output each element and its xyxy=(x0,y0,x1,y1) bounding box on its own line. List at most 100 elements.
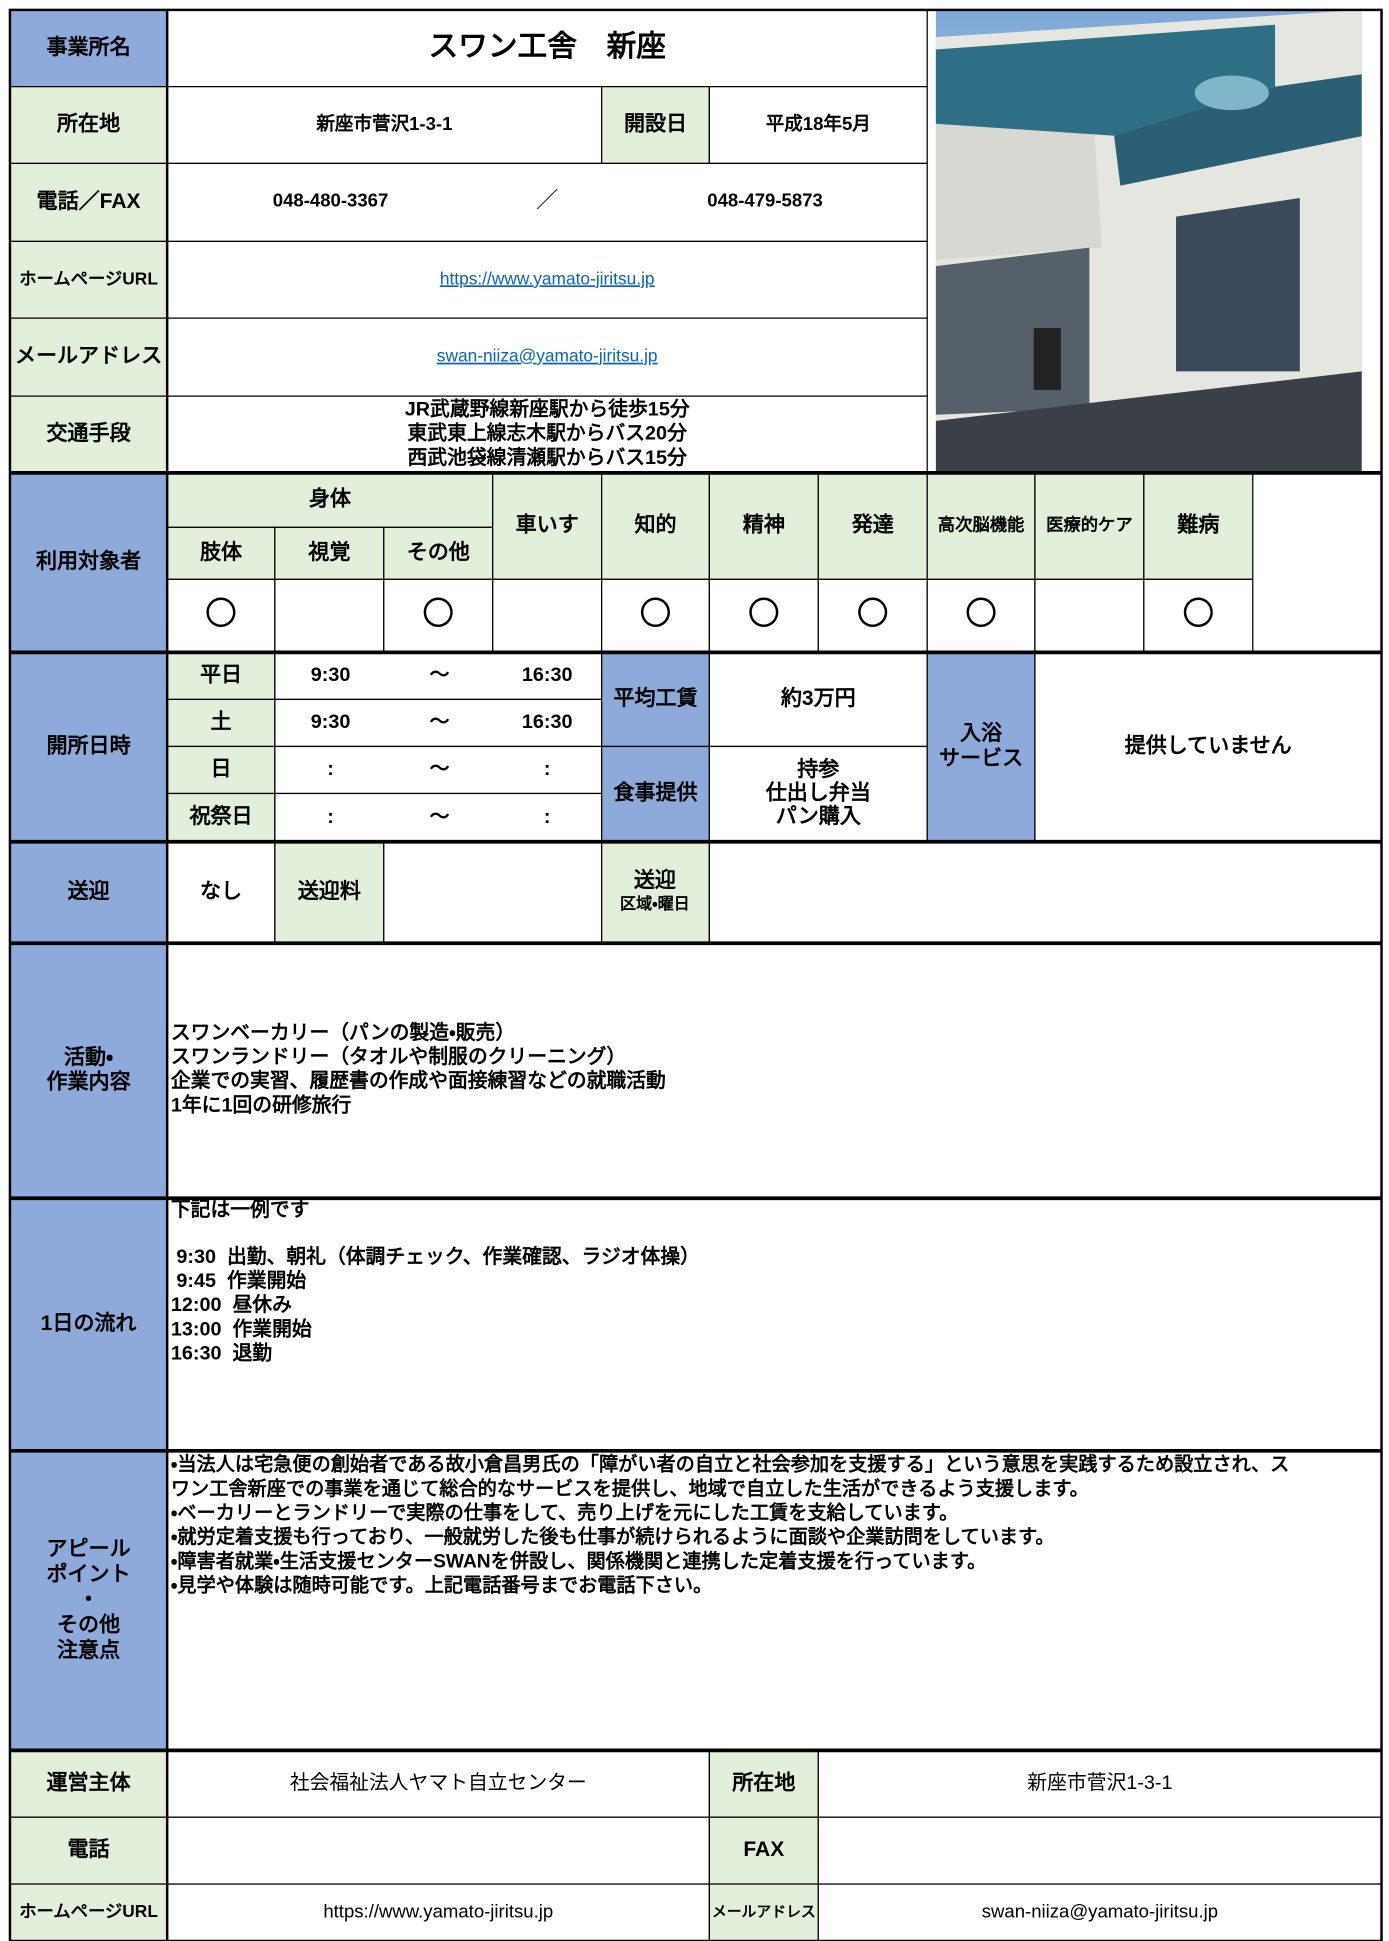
cell-text: 知的 xyxy=(634,512,676,537)
cell-text: 土 xyxy=(210,709,231,733)
cell-text: 平日 xyxy=(200,663,242,686)
cell-text: 〇 xyxy=(1182,595,1214,631)
cell-text: https://www.yamato-jiritsu.jp xyxy=(323,1900,553,1921)
cell-text: なし xyxy=(200,879,242,903)
cell-text: 16:30 xyxy=(522,711,573,733)
cell-text: 所在地 xyxy=(56,111,120,136)
cell xyxy=(383,526,494,580)
cell xyxy=(817,1816,1383,1885)
cell-text: 13:00 作業開始 xyxy=(171,1317,312,1340)
cell-text: 作業内容 xyxy=(46,1070,130,1094)
cell xyxy=(9,162,168,243)
cell xyxy=(601,841,710,944)
cell-text: 〇 xyxy=(205,595,237,631)
cell-text: 高次脳機能 xyxy=(938,515,1025,535)
cell xyxy=(708,651,928,748)
cell xyxy=(708,1883,819,1941)
cell-text: ホームページURL xyxy=(19,268,158,288)
cell xyxy=(926,472,1036,580)
cell-text: ・障害者就業・生活支援センターSWANを併設し、関係機関と連携した定着支援を行っ… xyxy=(171,1549,986,1572)
cell xyxy=(166,86,603,165)
cell xyxy=(708,745,928,843)
cell-text: 発達 xyxy=(851,512,894,537)
cell xyxy=(817,472,928,580)
cell xyxy=(1034,651,1383,843)
cell-text: 開所日時 xyxy=(46,734,130,758)
cell-text: ～ xyxy=(430,711,450,733)
cell xyxy=(166,317,928,397)
cell-text: ・見学や体験は随時可能です。上記電話番号までお電話下さい。 xyxy=(171,1573,712,1596)
cell xyxy=(166,1197,1383,1452)
cell xyxy=(9,651,168,843)
cell-text: 運営主体 xyxy=(46,1769,131,1794)
cell-text: 〇 xyxy=(422,595,454,631)
cell xyxy=(9,317,168,397)
cell-text: 入浴 xyxy=(960,720,1003,745)
cell-text: 活動・ xyxy=(64,1045,113,1069)
cell-text: 9:30 出勤、朝礼（体調チェック、作業確認、ラジオ体操） xyxy=(171,1245,700,1268)
cell-text: メールアドレス xyxy=(15,345,162,368)
cell xyxy=(166,792,276,843)
cell-text: 送迎料 xyxy=(298,878,361,903)
cell-text: 身体 xyxy=(309,486,352,511)
cell-text: 視覚 xyxy=(307,539,350,564)
cell-text: 西武池袋線清瀬駅からバス15分 xyxy=(407,446,687,469)
cell xyxy=(274,841,385,944)
cell-text: 1日の流れ xyxy=(41,1311,137,1335)
cell xyxy=(9,1197,168,1452)
cell-text: アピール xyxy=(46,1536,130,1560)
cell xyxy=(9,395,168,474)
cell-text: 〇 xyxy=(857,595,889,631)
cell-text: 企業での実習、履歴書の作成や面接練習などの就職活動 xyxy=(171,1069,666,1092)
cell-text: ～ xyxy=(430,664,450,686)
cell xyxy=(708,578,819,653)
cell xyxy=(1034,472,1145,580)
cell xyxy=(166,472,494,528)
cell-text: 電話 xyxy=(68,1837,110,1861)
cell-text: 16:30 xyxy=(522,664,573,686)
cell-text: 12:00 昼休み xyxy=(171,1293,292,1316)
cell-text: 祝祭日 xyxy=(188,804,252,828)
cell-text: 注意点 xyxy=(57,1637,120,1662)
cell-text: ・ xyxy=(78,1588,99,1611)
cell-text: サービス xyxy=(939,746,1023,770)
cell-text: 16:30 退勤 xyxy=(171,1341,272,1364)
cell-text: 区域・曜日 xyxy=(620,894,690,913)
cell-text: swan-niiza@yamato-jiritsu.jp xyxy=(982,1900,1218,1921)
cell-text: 新座市菅沢1-3-1 xyxy=(315,113,452,134)
cell xyxy=(166,395,928,474)
cell xyxy=(274,745,603,795)
cell-text: : xyxy=(327,806,334,828)
cell xyxy=(166,9,928,88)
cell-text: 048-479-5873 xyxy=(707,190,823,211)
cell-text: 下記は一例です xyxy=(171,1198,310,1221)
cell-text: 平均工賃 xyxy=(613,686,697,710)
cell xyxy=(708,472,819,580)
cell-text: : xyxy=(544,758,551,780)
cell-text: メールアドレス xyxy=(712,1904,816,1920)
cell-text: 1年に1回の研修旅行 xyxy=(171,1093,352,1116)
cell xyxy=(708,841,1383,944)
cell xyxy=(601,86,710,165)
cell xyxy=(9,86,168,165)
cell-text: 持参 xyxy=(797,756,840,781)
cell xyxy=(166,526,276,580)
cell xyxy=(708,1749,819,1818)
cell-text: ワン工舎新座での事業を通じて総合的なサービスを提供し、地域で自立した生活ができる… xyxy=(171,1477,1089,1500)
cell-text: 日 xyxy=(210,758,231,781)
cell-text: 提供していません xyxy=(1125,733,1292,758)
cell-text: その他 xyxy=(57,1613,120,1637)
cell-text: swan-niiza@yamato-jiritsu.jp xyxy=(437,346,658,366)
cell-text: ～ xyxy=(430,758,450,780)
cell xyxy=(708,1816,819,1885)
cell-text: 送迎 xyxy=(634,867,676,892)
cell-text: FAX xyxy=(743,1838,784,1861)
cell-text: JR武蔵野線新座駅から徒歩15分 xyxy=(405,398,690,421)
cell-text: ホームページURL xyxy=(19,1901,158,1921)
photo xyxy=(935,9,1362,472)
cell xyxy=(274,792,603,843)
cell xyxy=(274,651,603,701)
cell xyxy=(166,698,276,748)
